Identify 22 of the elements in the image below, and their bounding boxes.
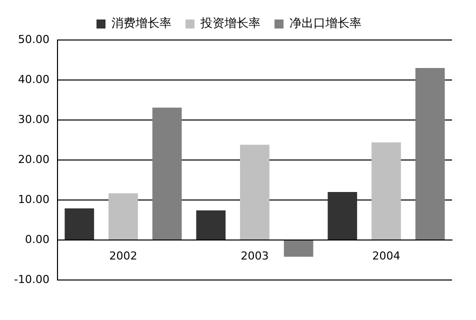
bar	[108, 193, 138, 240]
y-tick-label: 20.00	[18, 152, 50, 166]
bar	[64, 208, 94, 240]
x-tick-label: 2003	[240, 249, 269, 262]
y-tick-label: 30.00	[18, 112, 50, 126]
y-tick-label: 50.00	[18, 32, 50, 46]
y-tick-label: 10.00	[18, 192, 50, 206]
bar	[152, 108, 182, 240]
x-tick-label: 2004	[372, 249, 400, 262]
bar	[328, 192, 358, 240]
y-tick-label: -10.00	[14, 272, 50, 286]
y-tick-label: 40.00	[18, 72, 50, 86]
bar	[240, 144, 270, 240]
legend-label: 净出口增长率	[290, 16, 362, 30]
x-tick-label: 2002	[109, 249, 138, 262]
y-tick-label: 0.00	[24, 232, 50, 246]
bar	[284, 240, 314, 257]
legend-label: 投资增长率	[200, 16, 260, 30]
bar	[415, 68, 445, 240]
legend-label: 消费增长率	[112, 16, 172, 30]
bar	[196, 210, 226, 240]
bar	[372, 142, 401, 240]
